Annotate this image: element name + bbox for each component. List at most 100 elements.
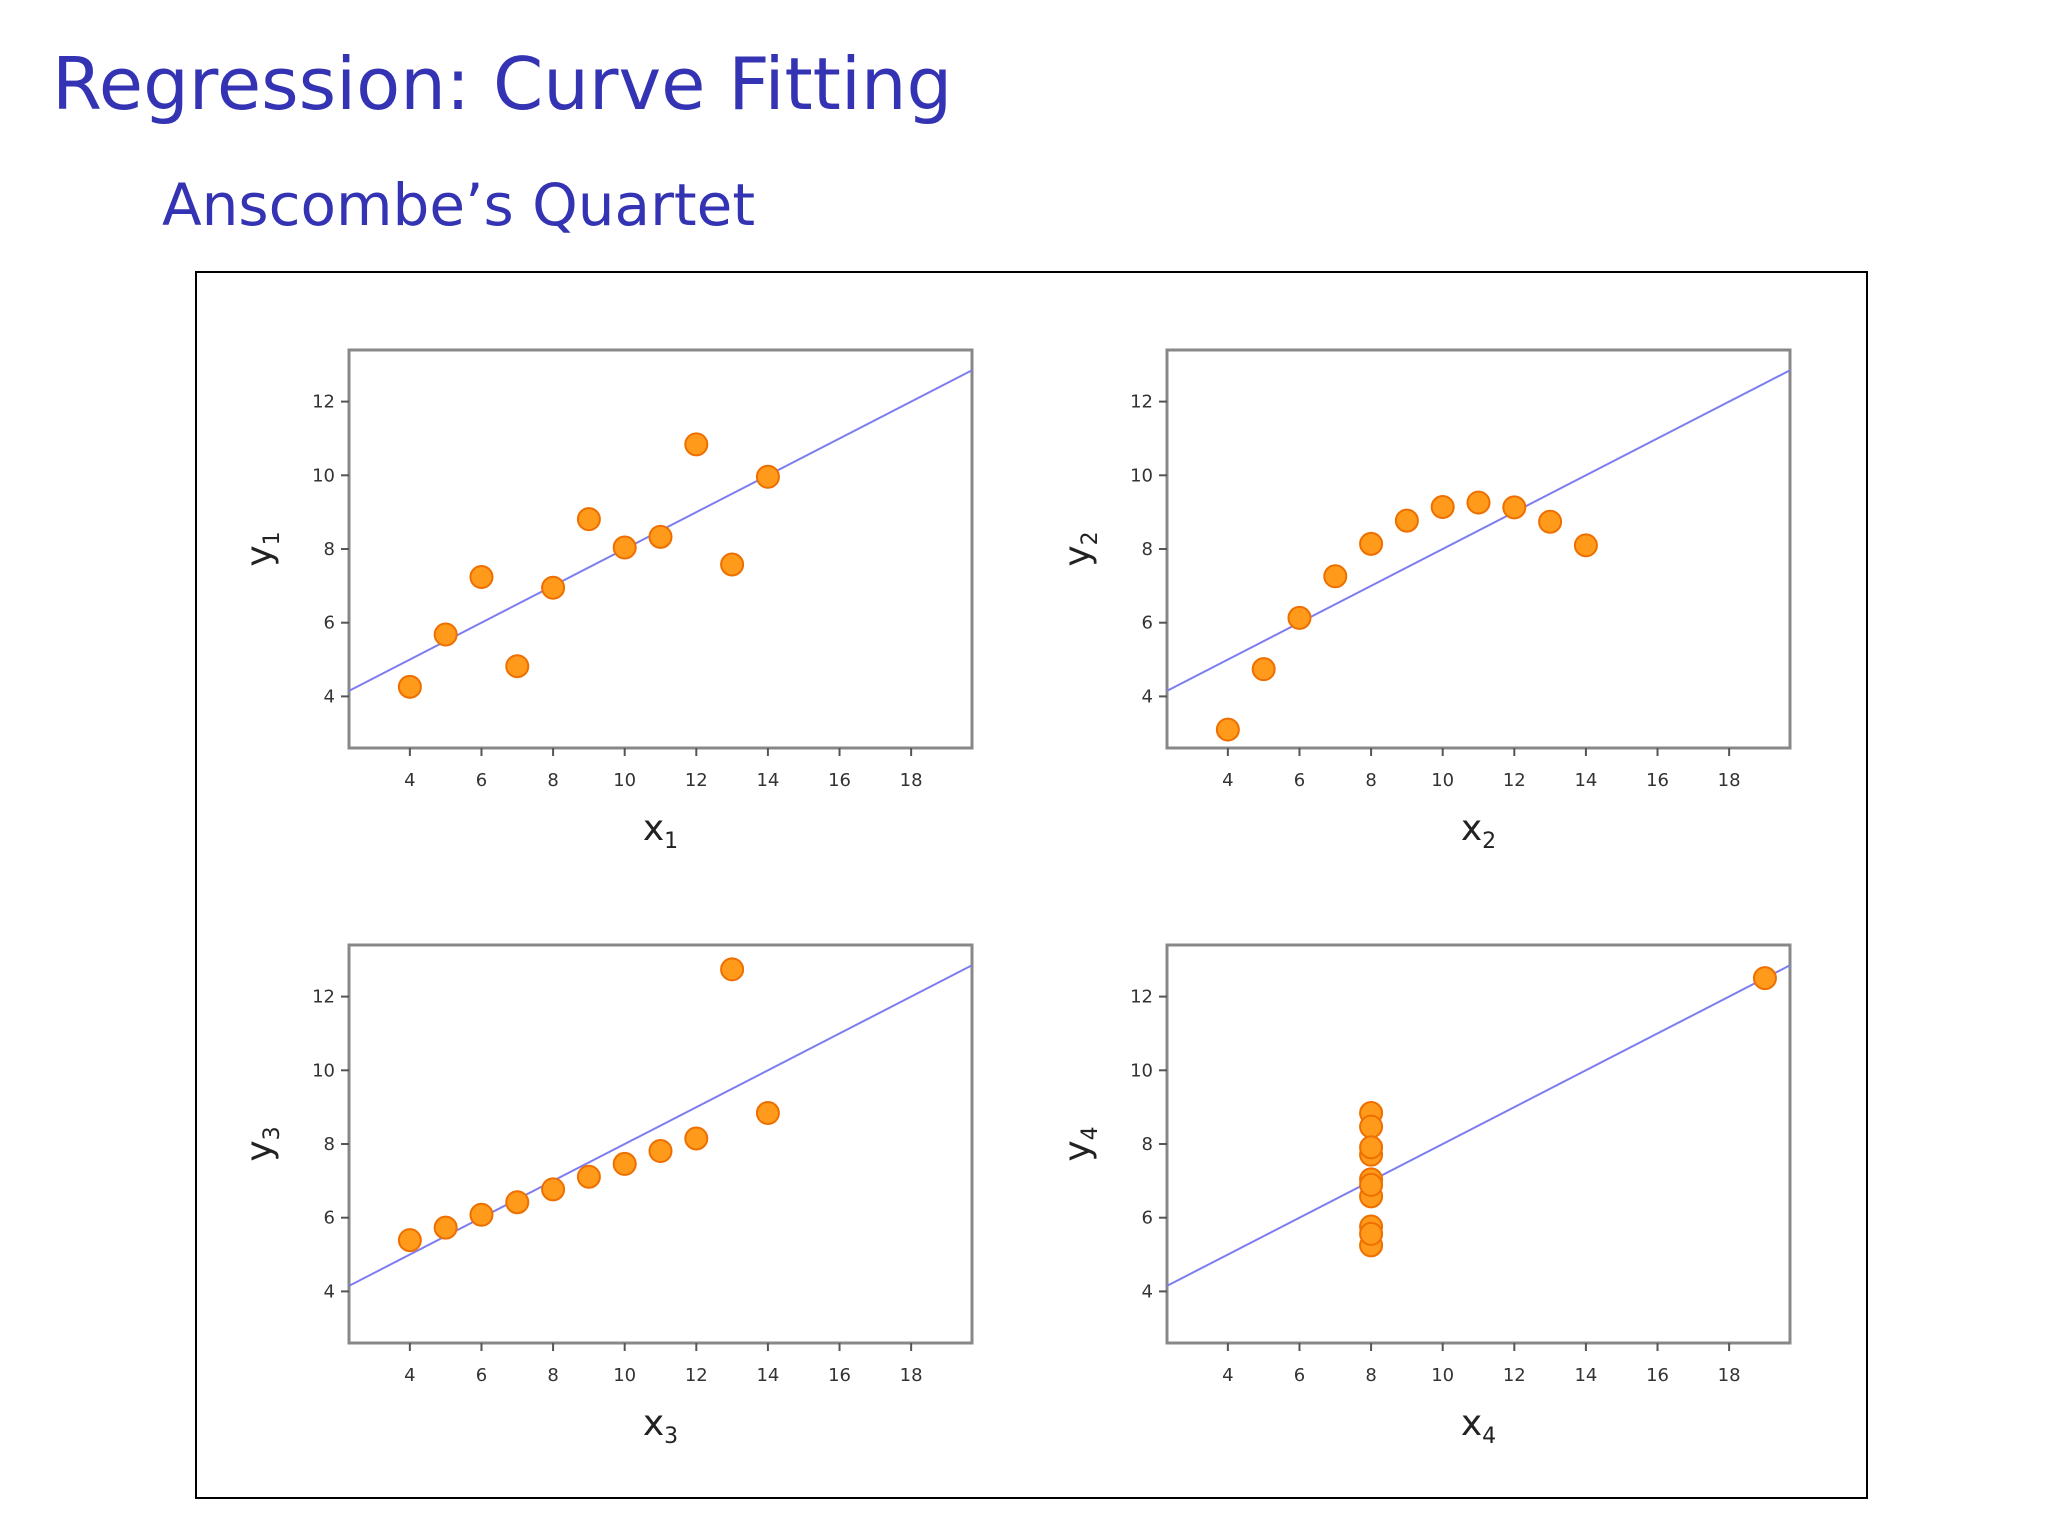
x-tick-label: 16 <box>828 770 851 791</box>
data-point <box>505 1190 530 1215</box>
panel-4: 4 6 8 10 12 14 16 18 4 6 8 10 12 x4 y4 <box>1057 943 1792 1449</box>
y-tick-label: 6 <box>324 1208 335 1229</box>
x-tick-label: 6 <box>476 1365 487 1386</box>
x-tick-label: 8 <box>547 770 558 791</box>
x-tick-label: 4 <box>1222 1365 1233 1386</box>
y-tick-label: 6 <box>1142 613 1153 634</box>
x-tick-label: 14 <box>756 1365 779 1386</box>
y-tick-label: 4 <box>1142 686 1153 707</box>
data-point <box>576 1164 601 1189</box>
x-tick-label: 4 <box>1222 770 1233 791</box>
x-tick-label: 12 <box>1503 1365 1526 1386</box>
x-tick-label: 6 <box>1294 770 1305 791</box>
plot-frame <box>1165 943 1792 1345</box>
data-point <box>648 1139 673 1164</box>
panel-1: 4 6 8 10 12 14 16 18 4 6 8 10 12 x1 y1 <box>239 348 974 854</box>
panel-3: 4 6 8 10 12 14 16 18 4 6 8 10 12 x3 y3 <box>239 943 974 1449</box>
data-point <box>612 535 637 560</box>
y-tick-label: 10 <box>312 1060 335 1081</box>
x-tick-label: 8 <box>1365 1365 1376 1386</box>
x-tick-label: 14 <box>756 770 779 791</box>
regression-line <box>1166 369 1791 692</box>
y-tick-label: 12 <box>312 392 335 413</box>
x-tick-label: 18 <box>1718 770 1741 791</box>
y-tick-label: 8 <box>1142 1134 1153 1155</box>
x-tick-label: 8 <box>1365 770 1376 791</box>
data-point <box>433 622 458 647</box>
data-point <box>720 552 745 577</box>
y-axis-label: y2 <box>1057 531 1103 566</box>
data-point <box>1538 509 1563 534</box>
x-tick-label: 16 <box>1646 1365 1669 1386</box>
data-point <box>684 1126 709 1151</box>
data-point <box>1752 966 1777 991</box>
data-point <box>1359 531 1384 556</box>
y-axis-label: y3 <box>239 1126 285 1161</box>
x-tick-label: 18 <box>1718 1365 1741 1386</box>
y-tick-label: 6 <box>324 613 335 634</box>
x-tick-label: 14 <box>1574 770 1597 791</box>
data-point <box>648 524 673 549</box>
y-axis-label: y4 <box>1057 1126 1103 1161</box>
data-point <box>684 432 709 457</box>
plot-frame <box>1165 348 1792 750</box>
y-tick-label: 12 <box>1130 987 1153 1008</box>
data-point <box>1394 508 1419 533</box>
y-tick-label: 8 <box>324 1134 335 1155</box>
data-point <box>1359 1172 1384 1197</box>
x-tick-label: 10 <box>1431 770 1454 791</box>
x-axis-label: x4 <box>1461 1403 1496 1449</box>
data-point <box>755 1101 780 1126</box>
slide-title: Regression: Curve Fitting <box>52 42 953 126</box>
data-point <box>541 575 566 600</box>
data-point <box>1466 490 1491 515</box>
x-tick-label: 12 <box>685 1365 708 1386</box>
regression-line <box>1166 964 1791 1287</box>
plot-frame <box>347 348 974 750</box>
data-point <box>1215 717 1240 742</box>
y-tick-label: 12 <box>312 987 335 1008</box>
data-point <box>1573 533 1598 558</box>
data-point <box>1359 1135 1384 1160</box>
x-tick-label: 12 <box>685 770 708 791</box>
data-point <box>1502 495 1527 520</box>
data-point <box>469 565 494 590</box>
y-tick-label: 6 <box>1142 1208 1153 1229</box>
x-tick-label: 4 <box>404 770 415 791</box>
x-tick-label: 16 <box>828 1365 851 1386</box>
y-tick-label: 10 <box>1130 1060 1153 1081</box>
slide-subtitle: Anscombe’s Quartet <box>162 171 756 239</box>
data-point <box>1323 564 1348 589</box>
anscombe-quartet-chart: 4 6 8 10 12 14 16 18 4 6 8 10 12 x1 y1 4 6 8 10 12 14 16 18 4 6 8… <box>239 348 1792 1449</box>
x-tick-label: 6 <box>1294 1365 1305 1386</box>
x-tick-label: 8 <box>547 1365 558 1386</box>
y-tick-label: 4 <box>324 1281 335 1302</box>
x-tick-label: 14 <box>1574 1365 1597 1386</box>
y-tick-label: 8 <box>1142 539 1153 560</box>
panel-2: 4 6 8 10 12 14 16 18 4 6 8 10 12 x2 y2 <box>1057 348 1792 854</box>
data-point <box>1430 494 1455 519</box>
y-tick-label: 8 <box>324 539 335 560</box>
figure-frame: 4 6 8 10 12 14 16 18 4 6 8 10 12 x1 y1 4 6 8 10 12 14 16 18 4 6 8… <box>195 271 1868 1499</box>
x-axis-label: x2 <box>1461 808 1496 854</box>
data-point <box>576 507 601 532</box>
x-tick-label: 18 <box>900 770 923 791</box>
data-point <box>433 1215 458 1240</box>
y-tick-label: 12 <box>1130 392 1153 413</box>
data-point <box>505 654 530 679</box>
data-point <box>469 1202 494 1227</box>
data-point <box>541 1177 566 1202</box>
x-tick-label: 10 <box>1431 1365 1454 1386</box>
x-tick-label: 6 <box>476 770 487 791</box>
y-tick-label: 10 <box>1130 465 1153 486</box>
data-point <box>397 1228 422 1253</box>
data-point <box>397 674 422 699</box>
x-tick-label: 18 <box>900 1365 923 1386</box>
data-point <box>1287 605 1312 630</box>
x-axis-label: x1 <box>643 808 678 854</box>
y-tick-label: 4 <box>1142 1281 1153 1302</box>
x-tick-label: 10 <box>613 770 636 791</box>
x-tick-label: 4 <box>404 1365 415 1386</box>
x-tick-label: 12 <box>1503 770 1526 791</box>
x-tick-label: 16 <box>1646 770 1669 791</box>
